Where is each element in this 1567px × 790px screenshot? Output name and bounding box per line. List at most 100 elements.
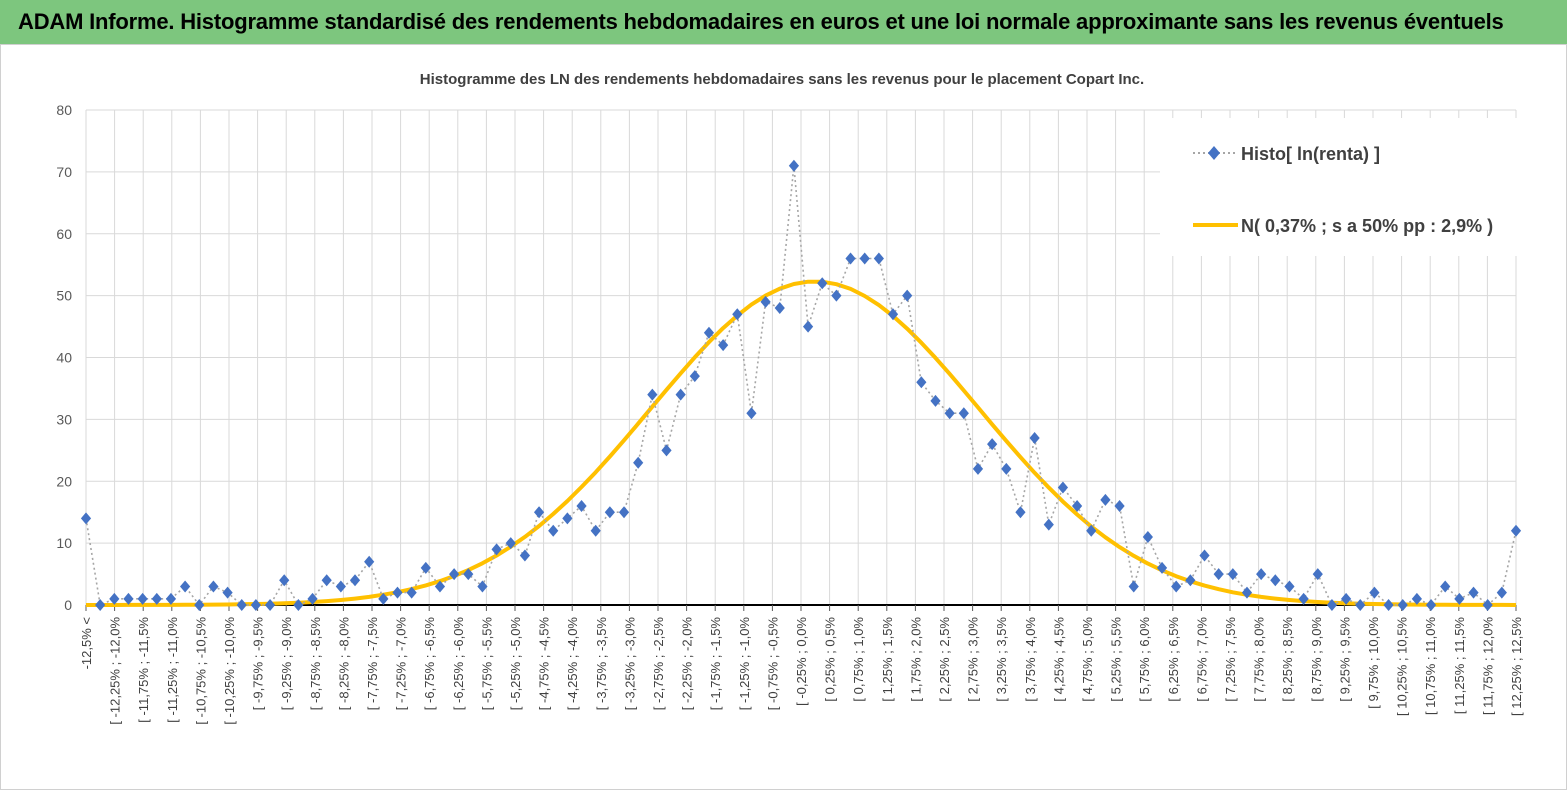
histogram-point (633, 456, 644, 469)
histogram-point (703, 326, 715, 339)
x-tick-label: [ 0,25% ; 0,5% (823, 617, 838, 702)
histogram-point (449, 568, 460, 581)
histogram-point (548, 524, 559, 537)
histogram-point (930, 394, 941, 407)
histogram-point (647, 388, 658, 401)
histogram-point (760, 295, 771, 308)
x-tick-label: [ -0,25% ; 0,0% (794, 617, 809, 706)
histogram-point (491, 543, 502, 556)
histogram-point (1213, 568, 1224, 581)
histogram-point (109, 592, 120, 605)
histogram-point (137, 592, 148, 605)
histogram-point (1227, 568, 1238, 581)
y-tick-label: 40 (56, 350, 72, 366)
histogram-point (392, 586, 403, 599)
histogram-point (1256, 568, 1267, 581)
x-tick-label: [ -5,75% ; -5,5% (479, 617, 494, 711)
histogram-point (1454, 592, 1465, 605)
x-tick-label: [ -7,25% ; -7,0% (394, 617, 409, 711)
histogram-point (887, 308, 899, 321)
x-tick-label: [ 0,75% ; 1,0% (851, 617, 866, 702)
histogram-point (222, 586, 233, 599)
x-tick-label: [ 11,75% ; 12,0% (1480, 617, 1495, 715)
histogram-point (463, 568, 474, 581)
histogram-point (1284, 580, 1295, 593)
histogram-point (859, 252, 870, 265)
histogram-point (95, 599, 106, 611)
histogram-point (902, 289, 913, 302)
x-tick-label: [ 8,75% ; 9,0% (1309, 617, 1324, 702)
histogram-point (1369, 586, 1380, 599)
normal-curve (86, 279, 1517, 607)
x-tick-label: [ -11,25% ; -11,0% (165, 617, 180, 723)
histogram-point (208, 580, 219, 593)
histogram-point (123, 592, 134, 605)
histogram-point (1355, 599, 1366, 611)
x-tick-label: [ 9,25% ; 9,5% (1337, 617, 1352, 702)
histogram-point (802, 320, 814, 333)
x-tick-label: [ 6,75% ; 7,0% (1194, 617, 1209, 702)
histogram-point (618, 506, 630, 519)
histogram-point (987, 438, 998, 451)
histogram-point (732, 308, 743, 321)
y-tick-label: 10 (56, 535, 72, 551)
histogram-point (1468, 586, 1479, 599)
y-tick-label: 50 (56, 288, 72, 304)
histogram-point (293, 599, 304, 611)
histogram-point (349, 574, 361, 587)
x-tick-label: [ -2,75% ; -2,5% (651, 617, 666, 711)
x-tick-label: [ 5,25% ; 5,5% (1109, 617, 1124, 702)
histogram-series-layer (80, 159, 1522, 611)
histogram-point (788, 159, 800, 172)
histogram-point (1100, 493, 1111, 506)
y-tick-label: 0 (64, 597, 72, 613)
histogram-point (80, 512, 92, 525)
x-tick-label: [ -8,25% ; -8,0% (336, 617, 351, 711)
x-tick-label: [ 5,75% ; 6,0% (1137, 617, 1152, 702)
x-tick-label: [ -7,75% ; -7,5% (365, 617, 380, 711)
histogram-point (335, 580, 346, 593)
x-tick-label: [ -5,25% ; -5,0% (508, 617, 523, 711)
histogram-point (194, 599, 205, 611)
histogram-point (1482, 599, 1493, 611)
histogram-point (1270, 574, 1281, 587)
histogram-point (236, 599, 247, 611)
histogram-point (831, 289, 842, 302)
x-tick-label: [ -6,25% ; -6,0% (451, 617, 466, 711)
histogram-point (1199, 549, 1210, 562)
histogram-point (477, 580, 488, 593)
x-tick-label: [ -9,25% ; -9,0% (279, 617, 294, 711)
histogram-point (1411, 592, 1422, 605)
histogram-point (1397, 599, 1408, 611)
histogram-point (364, 555, 375, 568)
histogram-point (1142, 530, 1153, 543)
histogram-point (151, 592, 162, 605)
histogram-point (675, 388, 686, 401)
x-tick-label: [ -2,25% ; -2,0% (680, 617, 695, 711)
histogram-point (1071, 500, 1083, 512)
histogram-point (1383, 599, 1394, 611)
histogram-point (505, 537, 516, 550)
x-tick-label: [ 11,25% ; 11,5% (1452, 617, 1467, 715)
x-tick-label: [ 3,25% ; 3,5% (994, 617, 1009, 702)
histogram-point (972, 462, 984, 475)
histogram-point (307, 592, 318, 605)
histogram-point (1496, 586, 1507, 599)
histogram-point (604, 506, 615, 519)
report-banner: ADAM Informe. Histogramme standardisé de… (0, 0, 1567, 44)
x-tick-label: [ 9,75% ; 10,0% (1366, 617, 1381, 709)
x-tick-label: [ -9,75% ; -9,5% (251, 617, 266, 711)
x-tick-label: [ 8,25% ; 8,5% (1280, 617, 1295, 702)
histogram-point (916, 376, 927, 389)
x-tick-label: [ -3,25% ; -3,0% (622, 617, 637, 711)
x-tick-label: [ -3,75% ; -3,5% (594, 617, 609, 711)
x-tick-label: -12,5% < (79, 617, 94, 669)
legend-normal-label: N( 0,37% ; s a 50% pp : 2,9% ) (1241, 216, 1493, 236)
x-tick-label: [ 6,25% ; 6,5% (1166, 617, 1181, 702)
x-tick-label: [ 3,75% ; 4,0% (1023, 617, 1038, 702)
histogram-point (1241, 586, 1253, 599)
y-tick-label: 80 (56, 102, 72, 118)
histogram-point (250, 599, 262, 611)
x-tick-label: [ -4,25% ; -4,0% (565, 617, 580, 711)
